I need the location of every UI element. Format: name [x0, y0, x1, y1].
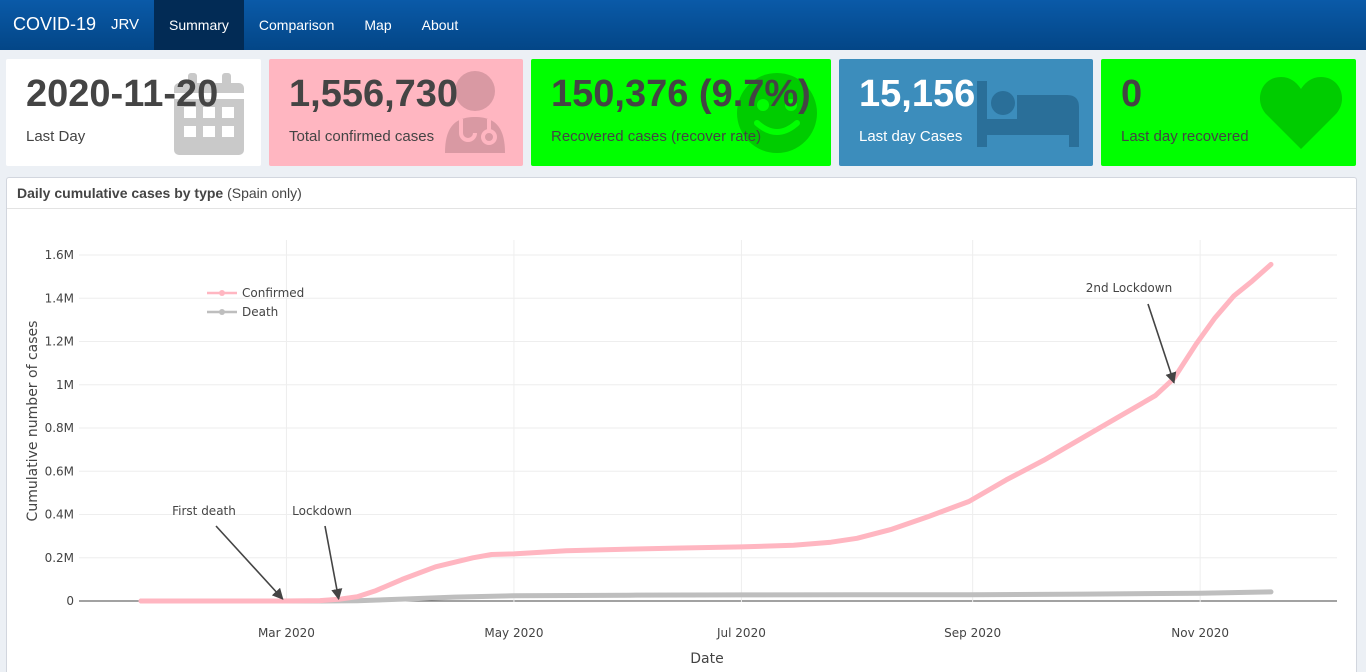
user-doctor-icon [439, 71, 511, 158]
nav-tab-comparison[interactable]: Comparison [258, 17, 335, 33]
y-tick-label: 1.2M [45, 335, 74, 349]
confirmed-label: Total confirmed cases [289, 128, 435, 145]
chart-card-title: Daily cumulative cases by type [17, 185, 224, 201]
confirmed-value: 1,556,730 [289, 73, 459, 115]
y-tick-label: 1.6M [45, 248, 74, 262]
y-tick-label: 1.4M [45, 291, 74, 305]
brand-title[interactable]: COVID-19 [13, 14, 97, 34]
smile-icon [735, 71, 819, 160]
annotation-label: 2nd Lockdown [1086, 281, 1172, 295]
legend-label[interactable]: Death [242, 305, 278, 319]
legend-marker [219, 290, 225, 296]
value-box-last-day: 2020-11-20 Last Day [6, 59, 261, 166]
x-axis-ticks: Mar 2020 May 2020 Jul 2020 Sep 2020 Nov 2020 [258, 626, 1229, 640]
y-axis-label: Cumulative number of cases [25, 321, 41, 522]
chart-card-subtitle: (Spain only) [227, 185, 302, 201]
chart-legend[interactable]: Confirmed Death [207, 286, 304, 319]
value-box-recovered: 150,376 (9.7%) Recovered cases (recover … [531, 59, 831, 166]
annotation-arrow [215, 525, 284, 600]
x-tick-label: Mar 2020 [258, 626, 315, 640]
annotation-arrow [324, 525, 343, 601]
chart-series [138, 261, 1274, 604]
x-tick-label: Nov 2020 [1171, 626, 1229, 640]
nav-menu: Summary Comparison Map About [154, 0, 473, 50]
value-box-confirmed: 1,556,730 Total confirmed cases [269, 59, 523, 166]
value-box-last-day-recovered: 0 Last day recovered [1101, 59, 1356, 166]
brand-subtitle: JRV [111, 16, 140, 33]
y-tick-label: 0 [66, 594, 74, 608]
annotation-label: Lockdown [292, 504, 352, 518]
x-tick-label: Jul 2020 [716, 626, 766, 640]
y-axis-ticks: 0 0.2M 0.4M 0.6M 0.8M 1M 1.2M 1.4M 1.6M [45, 248, 74, 608]
bed-icon [977, 81, 1081, 152]
cumulative-cases-chart[interactable]: 0 0.2M 0.4M 0.6M 0.8M 1M 1.2M 1.4M 1.6M Mar 2020… [7, 208, 1356, 672]
chart-grid [79, 240, 1337, 602]
last-day-value: 2020-11-20 [26, 73, 219, 115]
recovered-label: Recovered cases (recover rate) [551, 128, 762, 145]
nav-tab-about[interactable]: About [421, 17, 459, 33]
chart-annotations: First death Lockdown 2nd Lockdown [172, 281, 1177, 601]
y-tick-label: 0.2M [45, 551, 74, 565]
y-tick-label: 0.8M [45, 421, 74, 435]
value-box-last-day-cases: 15,156 Last day Cases [839, 59, 1093, 166]
calendar-icon [174, 73, 252, 160]
annotation-arrow [1147, 303, 1177, 384]
annotation-label: First death [172, 504, 236, 518]
y-tick-label: 0.4M [45, 508, 74, 522]
heart-icon [1259, 77, 1343, 156]
last-day-recovered-value: 0 [1121, 73, 1143, 115]
nav-tab-map[interactable]: Map [364, 17, 392, 33]
top-navbar: COVID-19 JRV Summary Comparison Map Abou… [0, 0, 1366, 50]
chart-card-header: Daily cumulative cases by type (Spain on… [7, 178, 1356, 209]
last-day-recovered-label: Last day recovered [1121, 128, 1249, 145]
last-day-cases-value: 15,156 [859, 73, 976, 115]
x-tick-label: Sep 2020 [944, 626, 1001, 640]
x-axis-label: Date [690, 651, 723, 667]
x-tick-label: May 2020 [484, 626, 543, 640]
y-tick-label: 0.6M [45, 464, 74, 478]
legend-marker [219, 309, 225, 315]
last-day-label: Last Day [26, 128, 86, 145]
nav-tab-summary[interactable]: Summary [154, 0, 244, 50]
chart-card: Daily cumulative cases by type (Spain on… [6, 177, 1357, 672]
y-tick-label: 1M [56, 378, 74, 392]
recovered-value: 150,376 (9.7%) [551, 73, 811, 115]
last-day-cases-label: Last day Cases [859, 128, 963, 145]
legend-label[interactable]: Confirmed [242, 286, 304, 300]
series-confirmed-line[interactable] [138, 261, 1274, 604]
